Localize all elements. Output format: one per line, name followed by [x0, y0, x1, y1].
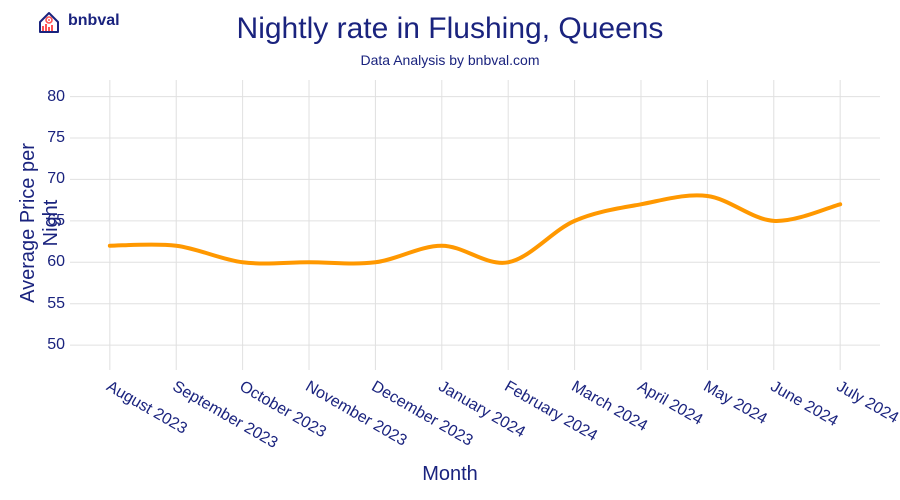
y-tick-label: 75 — [35, 129, 65, 147]
y-tick-label: 55 — [35, 295, 65, 313]
y-tick-label: 60 — [35, 253, 65, 271]
y-tick-label: 50 — [35, 336, 65, 354]
y-tick-label: 65 — [35, 212, 65, 230]
line-series — [110, 195, 840, 263]
y-tick-label: 80 — [35, 88, 65, 106]
y-tick-label: 70 — [35, 170, 65, 188]
